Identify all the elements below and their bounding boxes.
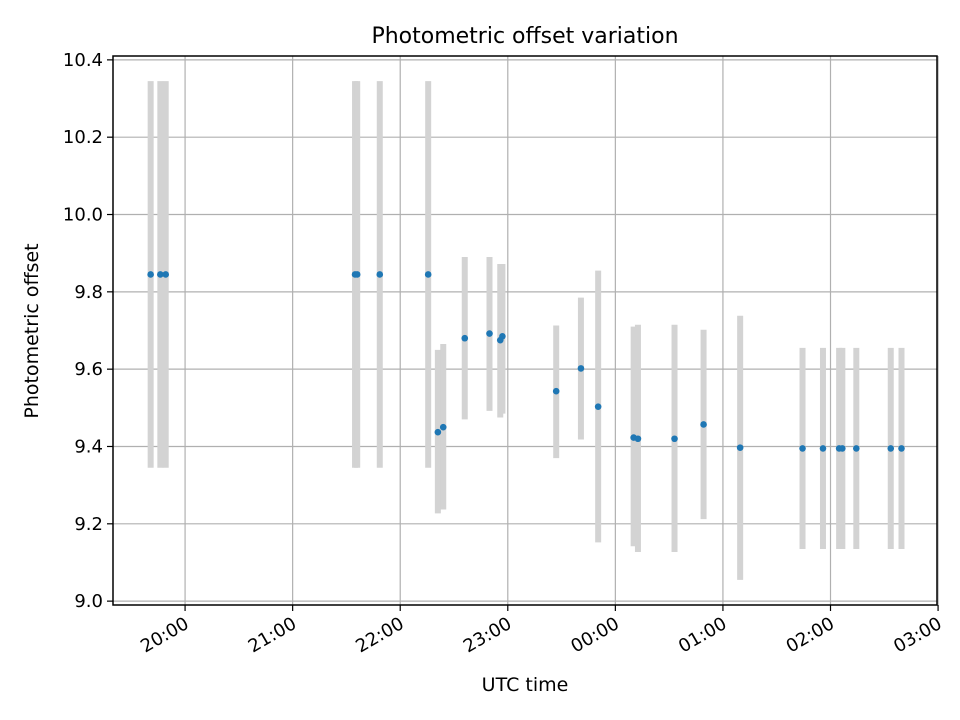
data-point: [157, 271, 164, 278]
data-point: [577, 365, 585, 372]
data-point: [353, 271, 361, 278]
data-point: [439, 423, 447, 431]
data-point: [887, 445, 895, 452]
data-point: [898, 445, 905, 452]
y-tick-label: 9.6: [74, 359, 103, 380]
x-tick-label: 20:00: [137, 613, 192, 657]
y-tick-label: 10.4: [63, 50, 103, 71]
y-tick-label: 9.4: [74, 436, 103, 457]
y-tick-label: 9.0: [74, 591, 103, 612]
data-point: [434, 428, 442, 436]
y-tick-label: 10.2: [63, 127, 103, 148]
data-point: [671, 435, 678, 443]
x-axis-label: UTC time: [482, 674, 569, 696]
x-axis-ticks: 20:00 21:00 22:00 23:00 00:00 01:00 02:00 03:00: [137, 605, 946, 657]
data-point: [461, 334, 469, 342]
data-point: [594, 403, 602, 410]
x-tick-label: 03:00: [890, 613, 945, 657]
x-tick-label: 02:00: [783, 613, 838, 657]
grid-lines: [113, 56, 939, 605]
data-point: [162, 271, 170, 278]
y-tick-label: 9.8: [74, 282, 103, 303]
data-point: [486, 330, 493, 337]
x-tick-label: 23:00: [460, 613, 515, 657]
data-point: [376, 271, 384, 278]
x-tick-label: 01:00: [675, 613, 730, 657]
x-tick-label: 22:00: [352, 613, 407, 657]
data-point: [839, 445, 846, 452]
y-tick-label: 9.2: [74, 514, 103, 535]
chart-title: Photometric offset variation: [371, 24, 678, 49]
x-tick-label: 21:00: [245, 613, 300, 657]
data-point: [424, 271, 432, 278]
y-axis-ticks: 9.0 9.2 9.4 9.6 9.8 10.0 10.2 10.4: [63, 50, 113, 612]
data-point: [634, 435, 642, 443]
y-tick-label: 10.0: [63, 205, 103, 226]
plot-frame: [112, 55, 938, 606]
y-axis-label: Photometric offset: [21, 243, 43, 418]
data-point: [799, 445, 806, 452]
data-point: [499, 332, 506, 340]
data-point: [819, 445, 827, 452]
data-point: [147, 271, 154, 278]
data-point: [700, 421, 707, 428]
data-point: [552, 387, 560, 395]
error-bars: [147, 81, 905, 580]
x-tick-label: 00:00: [567, 613, 622, 657]
data-points: [147, 271, 905, 452]
data-point: [853, 445, 860, 452]
data-point: [736, 444, 744, 451]
